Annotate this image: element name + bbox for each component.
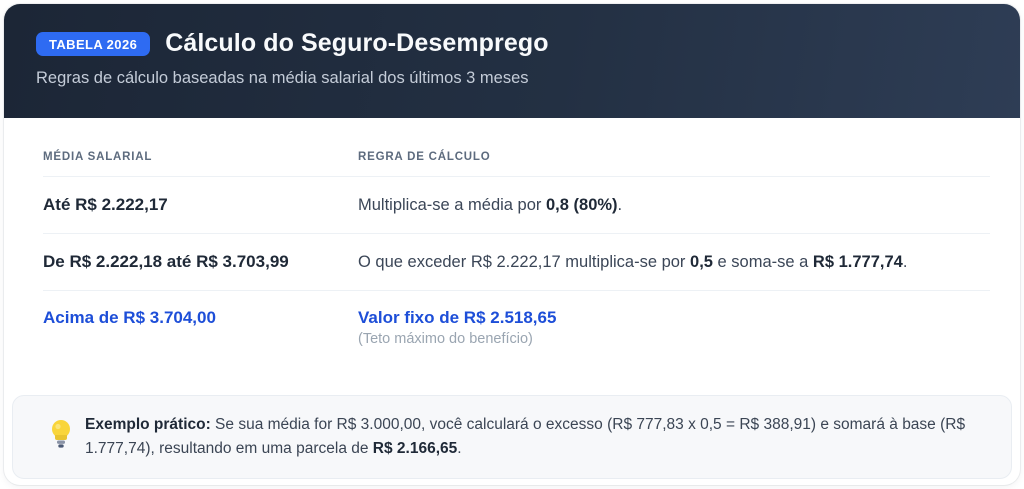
fixed-value-text: Valor fixo de R$ 2.518,65 bbox=[358, 308, 557, 327]
calc-rule-highlight: Valor fixo de R$ 2.518,65 (Teto máximo d… bbox=[358, 308, 990, 347]
table-row: Acima de R$ 3.704,00 Valor fixo de R$ 2.… bbox=[43, 291, 990, 371]
calc-rule: O que exceder R$ 2.222,17 multiplica-se … bbox=[358, 253, 990, 272]
column-header-salary: MÉDIA SALARIAL bbox=[43, 151, 153, 163]
example-label: Exemplo prático: bbox=[85, 415, 211, 433]
salary-range: Até R$ 2.222,17 bbox=[43, 195, 168, 214]
card-header: TABELA 2026 Cálculo do Seguro-Desemprego… bbox=[4, 4, 1020, 118]
rule-bold-value: 0,8 (80%) bbox=[546, 195, 618, 214]
table-row: Até R$ 2.222,17 Multiplica-se a média po… bbox=[43, 177, 990, 234]
rule-text-suffix: . bbox=[617, 195, 623, 214]
rules-table: MÉDIA SALARIAL REGRA DE CÁLCULO Até R$ 2… bbox=[4, 118, 1020, 371]
salary-range: De R$ 2.222,18 até R$ 3.703,99 bbox=[43, 252, 289, 271]
header-title-row: TABELA 2026 Cálculo do Seguro-Desemprego bbox=[36, 29, 988, 58]
example-callout: Exemplo prático: Se sua média for R$ 3.0… bbox=[12, 394, 1012, 479]
example-text: Exemplo prático: Se sua média for R$ 3.0… bbox=[85, 413, 981, 461]
rule-text: Multiplica-se a média por bbox=[358, 195, 546, 214]
table-header-row: MÉDIA SALARIAL REGRA DE CÁLCULO bbox=[43, 118, 990, 177]
column-header-rule: REGRA DE CÁLCULO bbox=[358, 151, 491, 163]
rule-bold-value: 0,5 bbox=[690, 252, 713, 271]
page-subtitle: Regras de cálculo baseadas na média sala… bbox=[36, 69, 529, 87]
rule-text-suffix: . bbox=[902, 252, 908, 271]
rule-text-mid: e soma-se a bbox=[712, 252, 813, 271]
salary-range-highlight: Acima de R$ 3.704,00 bbox=[43, 308, 216, 327]
page-title: Cálculo do Seguro-Desemprego bbox=[165, 29, 549, 57]
table-row: De R$ 2.222,18 até R$ 3.703,99 O que exc… bbox=[43, 234, 990, 291]
ceiling-note: (Teto máximo do benefício) bbox=[358, 331, 533, 347]
example-result-value: R$ 2.166,65 bbox=[372, 439, 458, 457]
lightbulb-icon bbox=[49, 419, 73, 449]
rule-text: O que exceder R$ 2.222,17 multiplica-se … bbox=[358, 252, 691, 271]
rule-bold-value: R$ 1.777,74 bbox=[812, 252, 903, 271]
example-body: Se sua média for R$ 3.000,00, você calcu… bbox=[85, 415, 966, 457]
year-badge: TABELA 2026 bbox=[36, 31, 151, 56]
example-suffix: . bbox=[457, 439, 462, 457]
seguro-desemprego-card: TABELA 2026 Cálculo do Seguro-Desemprego… bbox=[4, 4, 1020, 485]
calc-rule: Multiplica-se a média por 0,8 (80%). bbox=[358, 196, 990, 215]
